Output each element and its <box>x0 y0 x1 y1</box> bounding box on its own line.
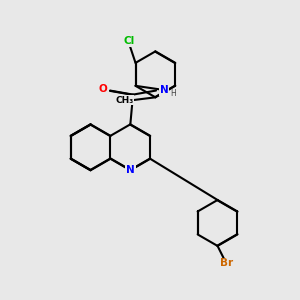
Text: O: O <box>99 84 108 94</box>
Text: Br: Br <box>220 259 234 269</box>
Text: N: N <box>160 85 169 95</box>
Text: N: N <box>126 165 135 175</box>
Text: CH₃: CH₃ <box>115 95 134 104</box>
Text: H: H <box>170 89 176 98</box>
Text: Cl: Cl <box>124 36 135 46</box>
